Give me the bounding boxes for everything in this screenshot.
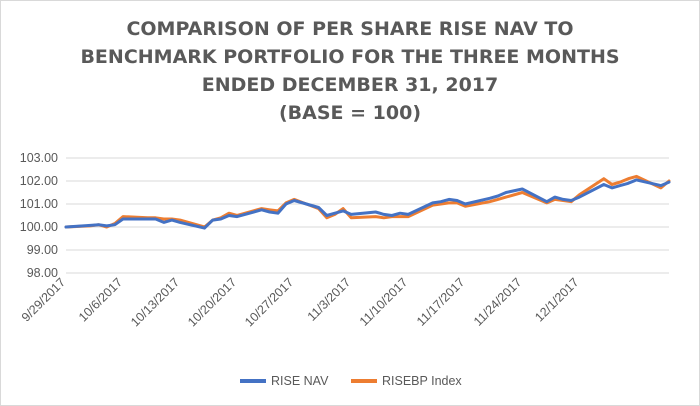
x-tick-label: 9/29/2017 [19,275,68,324]
chart-title-line-4: (BASE = 100) [279,102,421,124]
y-tick-label: 99.00 [27,243,58,257]
legend-label-risebp-index: RISEBP Index [382,374,462,388]
x-tick-label: 11/10/2017 [357,275,411,329]
x-axis-tick-labels: 9/29/2017 10/6/2017 10/13/2017 10/20/2017 10… [19,275,582,329]
x-tick-label: 10/20/2017 [185,275,239,329]
chart-title-line-2: BENCHMARK PORTFOLIO FOR THE THREE MONTHS [80,46,619,68]
y-tick-label: 98.00 [27,266,58,280]
x-tick-label: 10/6/2017 [76,275,125,324]
series-lines [64,174,671,230]
chart-title-line-3: ENDED DECEMBER 31, 2017 [202,74,498,96]
chart-title-line-1: COMPARISON OF PER SHARE RISE NAV TO [126,18,573,40]
x-tick-label: 10/27/2017 [242,275,296,329]
x-tick-label: 12/1/2017 [532,275,581,324]
y-tick-label: 102.00 [20,174,58,188]
x-tick-label: 11/17/2017 [414,275,468,329]
legend: RISE NAV RISEBP Index [240,374,462,388]
y-axis-tick-labels: 103.00 102.00 101.00 100.00 99.00 98.00 [20,151,58,280]
y-tick-label: 100.00 [20,220,58,234]
x-tick-label: 11/24/2017 [471,275,525,329]
x-tick-label: 10/13/2017 [128,275,182,329]
legend-label-rise-nav: RISE NAV [271,374,329,388]
y-tick-label: 103.00 [20,151,58,165]
x-tick-label: 11/3/2017 [305,275,354,324]
y-tick-label: 101.00 [20,197,58,211]
chart-title: COMPARISON OF PER SHARE RISE NAV TO BENC… [80,18,619,124]
gridlines [66,157,669,274]
series-line-rise-nav [64,178,671,230]
